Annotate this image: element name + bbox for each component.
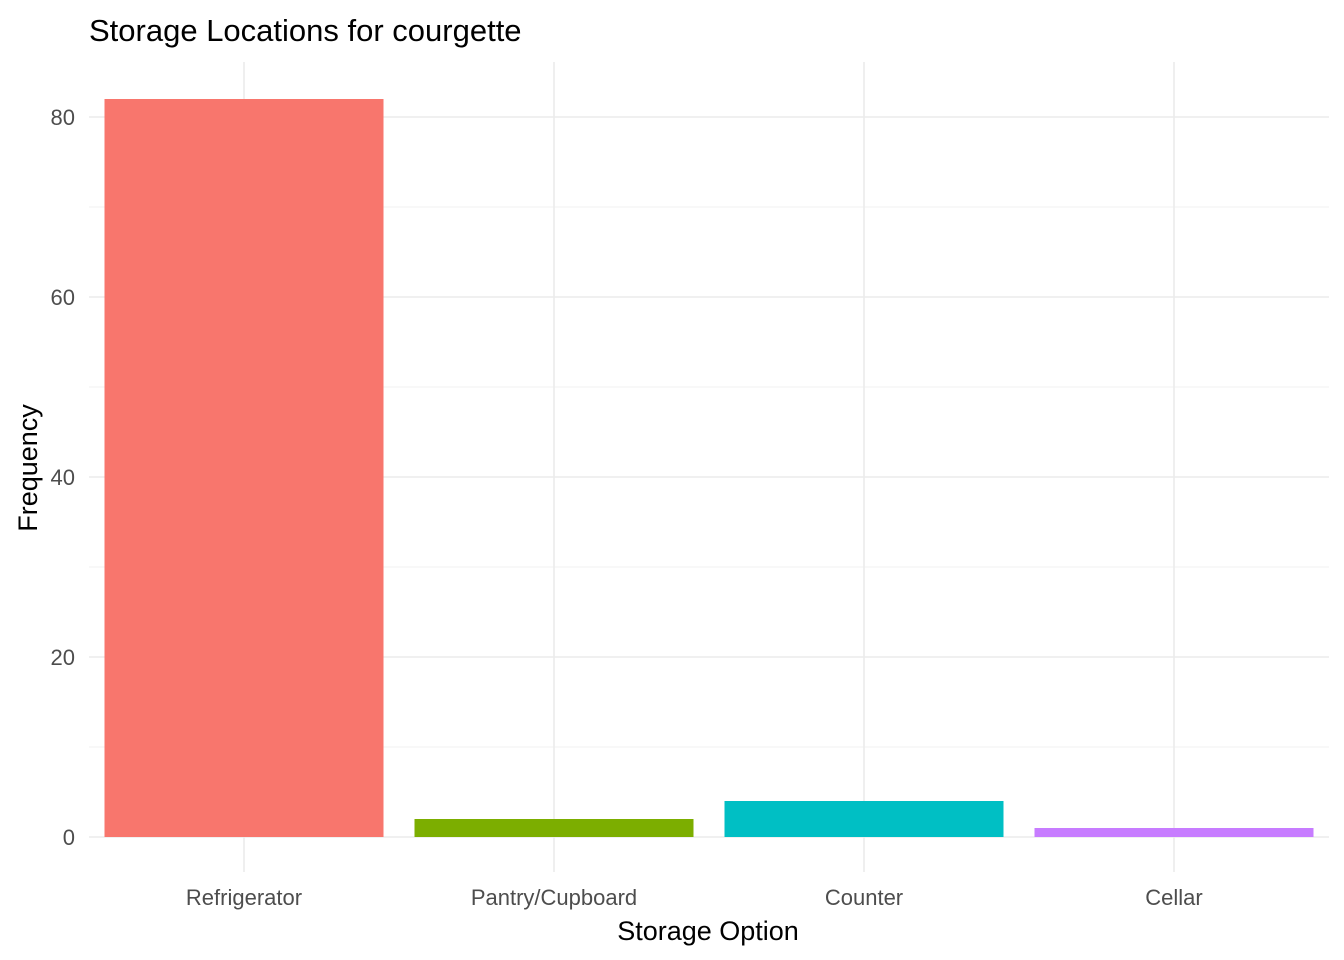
bars — [104, 99, 1314, 837]
x-axis-ticks: Refrigerator Pantry/Cupboard Counter Cellar — [186, 885, 1203, 910]
bar-pantry-cupboard — [414, 819, 694, 837]
y-tick-label: 80 — [51, 105, 75, 130]
x-axis-title: Storage Option — [617, 916, 799, 946]
chart-title: Storage Locations for courgette — [89, 13, 522, 48]
bar-cellar — [1034, 828, 1314, 837]
y-tick-label: 0 — [63, 825, 75, 850]
y-axis-title: Frequency — [13, 404, 43, 532]
y-tick-label: 20 — [51, 645, 75, 670]
bar-refrigerator — [104, 99, 384, 837]
y-tick-label: 60 — [51, 285, 75, 310]
y-tick-label: 40 — [51, 465, 75, 490]
y-axis-ticks: 0 20 40 60 80 — [51, 105, 75, 850]
x-tick-label: Cellar — [1145, 885, 1202, 910]
x-tick-label: Refrigerator — [186, 885, 302, 910]
bar-counter — [724, 801, 1004, 837]
x-tick-label: Counter — [825, 885, 903, 910]
x-tick-label: Pantry/Cupboard — [471, 885, 637, 910]
